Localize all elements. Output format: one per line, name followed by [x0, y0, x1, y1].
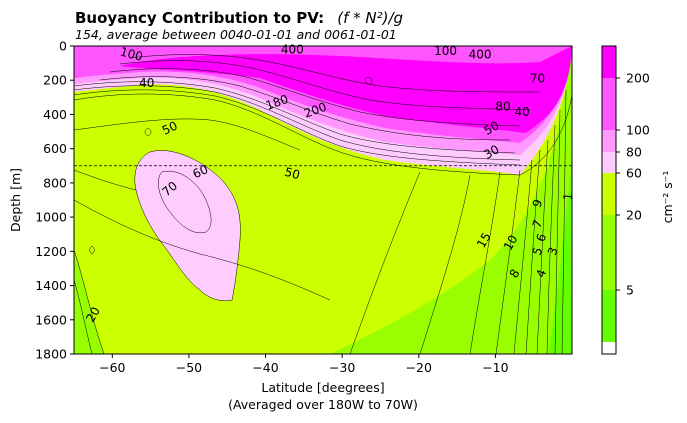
contour-line [364, 77, 373, 85]
contour-lines [74, 54, 572, 354]
contour-fields [74, 46, 572, 354]
colorbar-tick-label: 200 [626, 71, 650, 86]
y-tick-label: 0 [59, 39, 67, 54]
colorbar-frame [601, 45, 617, 355]
y-tick-label: 800 [43, 175, 67, 190]
colorbar-band [602, 290, 616, 342]
colorbar: 5 20 60 80 100 200 [601, 45, 650, 355]
contour-line [74, 85, 521, 161]
x-tick-label: −40 [252, 360, 278, 375]
colorbar-label: cm⁻² s⁻¹ [660, 171, 675, 224]
contour-line [89, 245, 95, 255]
contour-line [546, 124, 556, 354]
contour-label: 400 [281, 42, 304, 56]
chart-title: Buoyancy Contribution to PV: (f * N²)/g [75, 8, 403, 27]
contour-label: 7 [530, 218, 546, 230]
y-tick-label: 1600 [35, 312, 67, 327]
colorbar-band [602, 46, 616, 78]
contour-label: 6 [533, 232, 549, 244]
contour-line [469, 171, 501, 354]
contour-label: 3 [545, 245, 561, 257]
contour-line [513, 159, 533, 354]
contour-line [74, 93, 572, 176]
contour-label: 10 [501, 233, 521, 253]
field-80-100-blob [134, 150, 241, 301]
contour-label: 1 [561, 192, 576, 201]
colorbar-band [602, 215, 616, 290]
contour-label: 5 [530, 245, 546, 257]
contour-label: 50 [283, 165, 301, 182]
contour-label: 15 [474, 230, 494, 250]
colorbar-band [602, 342, 616, 354]
x-tick-label: −50 [176, 360, 202, 375]
x-tick-label: −30 [329, 360, 355, 375]
colorbar-band [602, 173, 616, 215]
colorbar-tick-label: 20 [626, 208, 642, 223]
contour-label: 40 [515, 105, 530, 119]
contour-label: 9 [530, 197, 546, 209]
y-tick-label: 600 [43, 141, 67, 156]
colorbar-band [602, 152, 616, 173]
contour-line [349, 171, 421, 354]
contour-inner-blob [158, 170, 212, 234]
colorbar-tick-label: 60 [626, 166, 642, 181]
contour-label: 40 [139, 76, 154, 90]
field-20-60-east [330, 50, 572, 354]
contour-line [419, 174, 471, 354]
contour-line [119, 60, 531, 111]
title-expression: (f * N²)/g [337, 9, 404, 27]
x-tick-label: −60 [99, 360, 125, 375]
contour-line [74, 169, 137, 191]
contour-line [74, 81, 516, 154]
contour-line [99, 76, 511, 141]
contour-label: 400 [469, 48, 492, 62]
x-axis-note: (Averaged over 180W to 70W) [228, 397, 418, 412]
y-axis-ticks: 0 200 400 600 800 1000 1200 1400 1600 1800 [35, 39, 74, 362]
y-tick-label: 1000 [35, 210, 67, 225]
contour-label: 50 [481, 118, 501, 138]
x-axis-label: Latitude [deegrees] [261, 380, 384, 395]
y-tick-label: 1400 [35, 278, 67, 293]
field-under-5-east [548, 160, 572, 354]
y-tick-label: 1800 [35, 347, 67, 362]
title-text: Buoyancy Contribution to PV: [75, 9, 325, 27]
y-tick-label: 200 [43, 73, 67, 88]
contour-line [109, 68, 521, 127]
colorbar-tick-label: 80 [626, 145, 642, 160]
contour-line [561, 89, 567, 354]
x-tick-label: −10 [482, 360, 508, 375]
colorbar-band [602, 130, 616, 152]
contour-label: 4 [533, 268, 549, 280]
contour-label: 30 [481, 142, 501, 162]
contour-label: 70 [530, 72, 545, 86]
contour-line [554, 109, 561, 354]
contour-label: 100 [434, 44, 457, 58]
plot-frame [73, 45, 573, 355]
chart-subtitle: 154, average between 0040-01-01 and 0061… [75, 27, 397, 42]
x-tick-label: −20 [406, 360, 432, 375]
contour-label: 100 [119, 44, 145, 63]
contour-label: 50 [160, 119, 180, 138]
contour-label: 60 [191, 162, 211, 181]
contour-line [74, 89, 521, 166]
contour-line [74, 279, 93, 354]
contour-line [74, 118, 301, 151]
y-axis-label: Depth [m] [8, 168, 23, 232]
contour-line [129, 54, 541, 93]
y-tick-label: 400 [43, 107, 67, 122]
colorbar-band [602, 78, 616, 130]
field-over-400 [120, 46, 572, 133]
contour-line [144, 127, 152, 137]
contour-label: 80 [495, 100, 510, 114]
contour-line [74, 199, 331, 301]
x-axis-ticks: −60 −50 −40 −30 −20 −10 [99, 354, 509, 375]
contour-label: 20 [83, 305, 103, 325]
y-tick-label: 1200 [35, 244, 67, 259]
contour-line [74, 249, 105, 354]
colorbar-tick-label: 5 [626, 283, 634, 298]
colorbar-tick-label: 100 [626, 123, 650, 138]
